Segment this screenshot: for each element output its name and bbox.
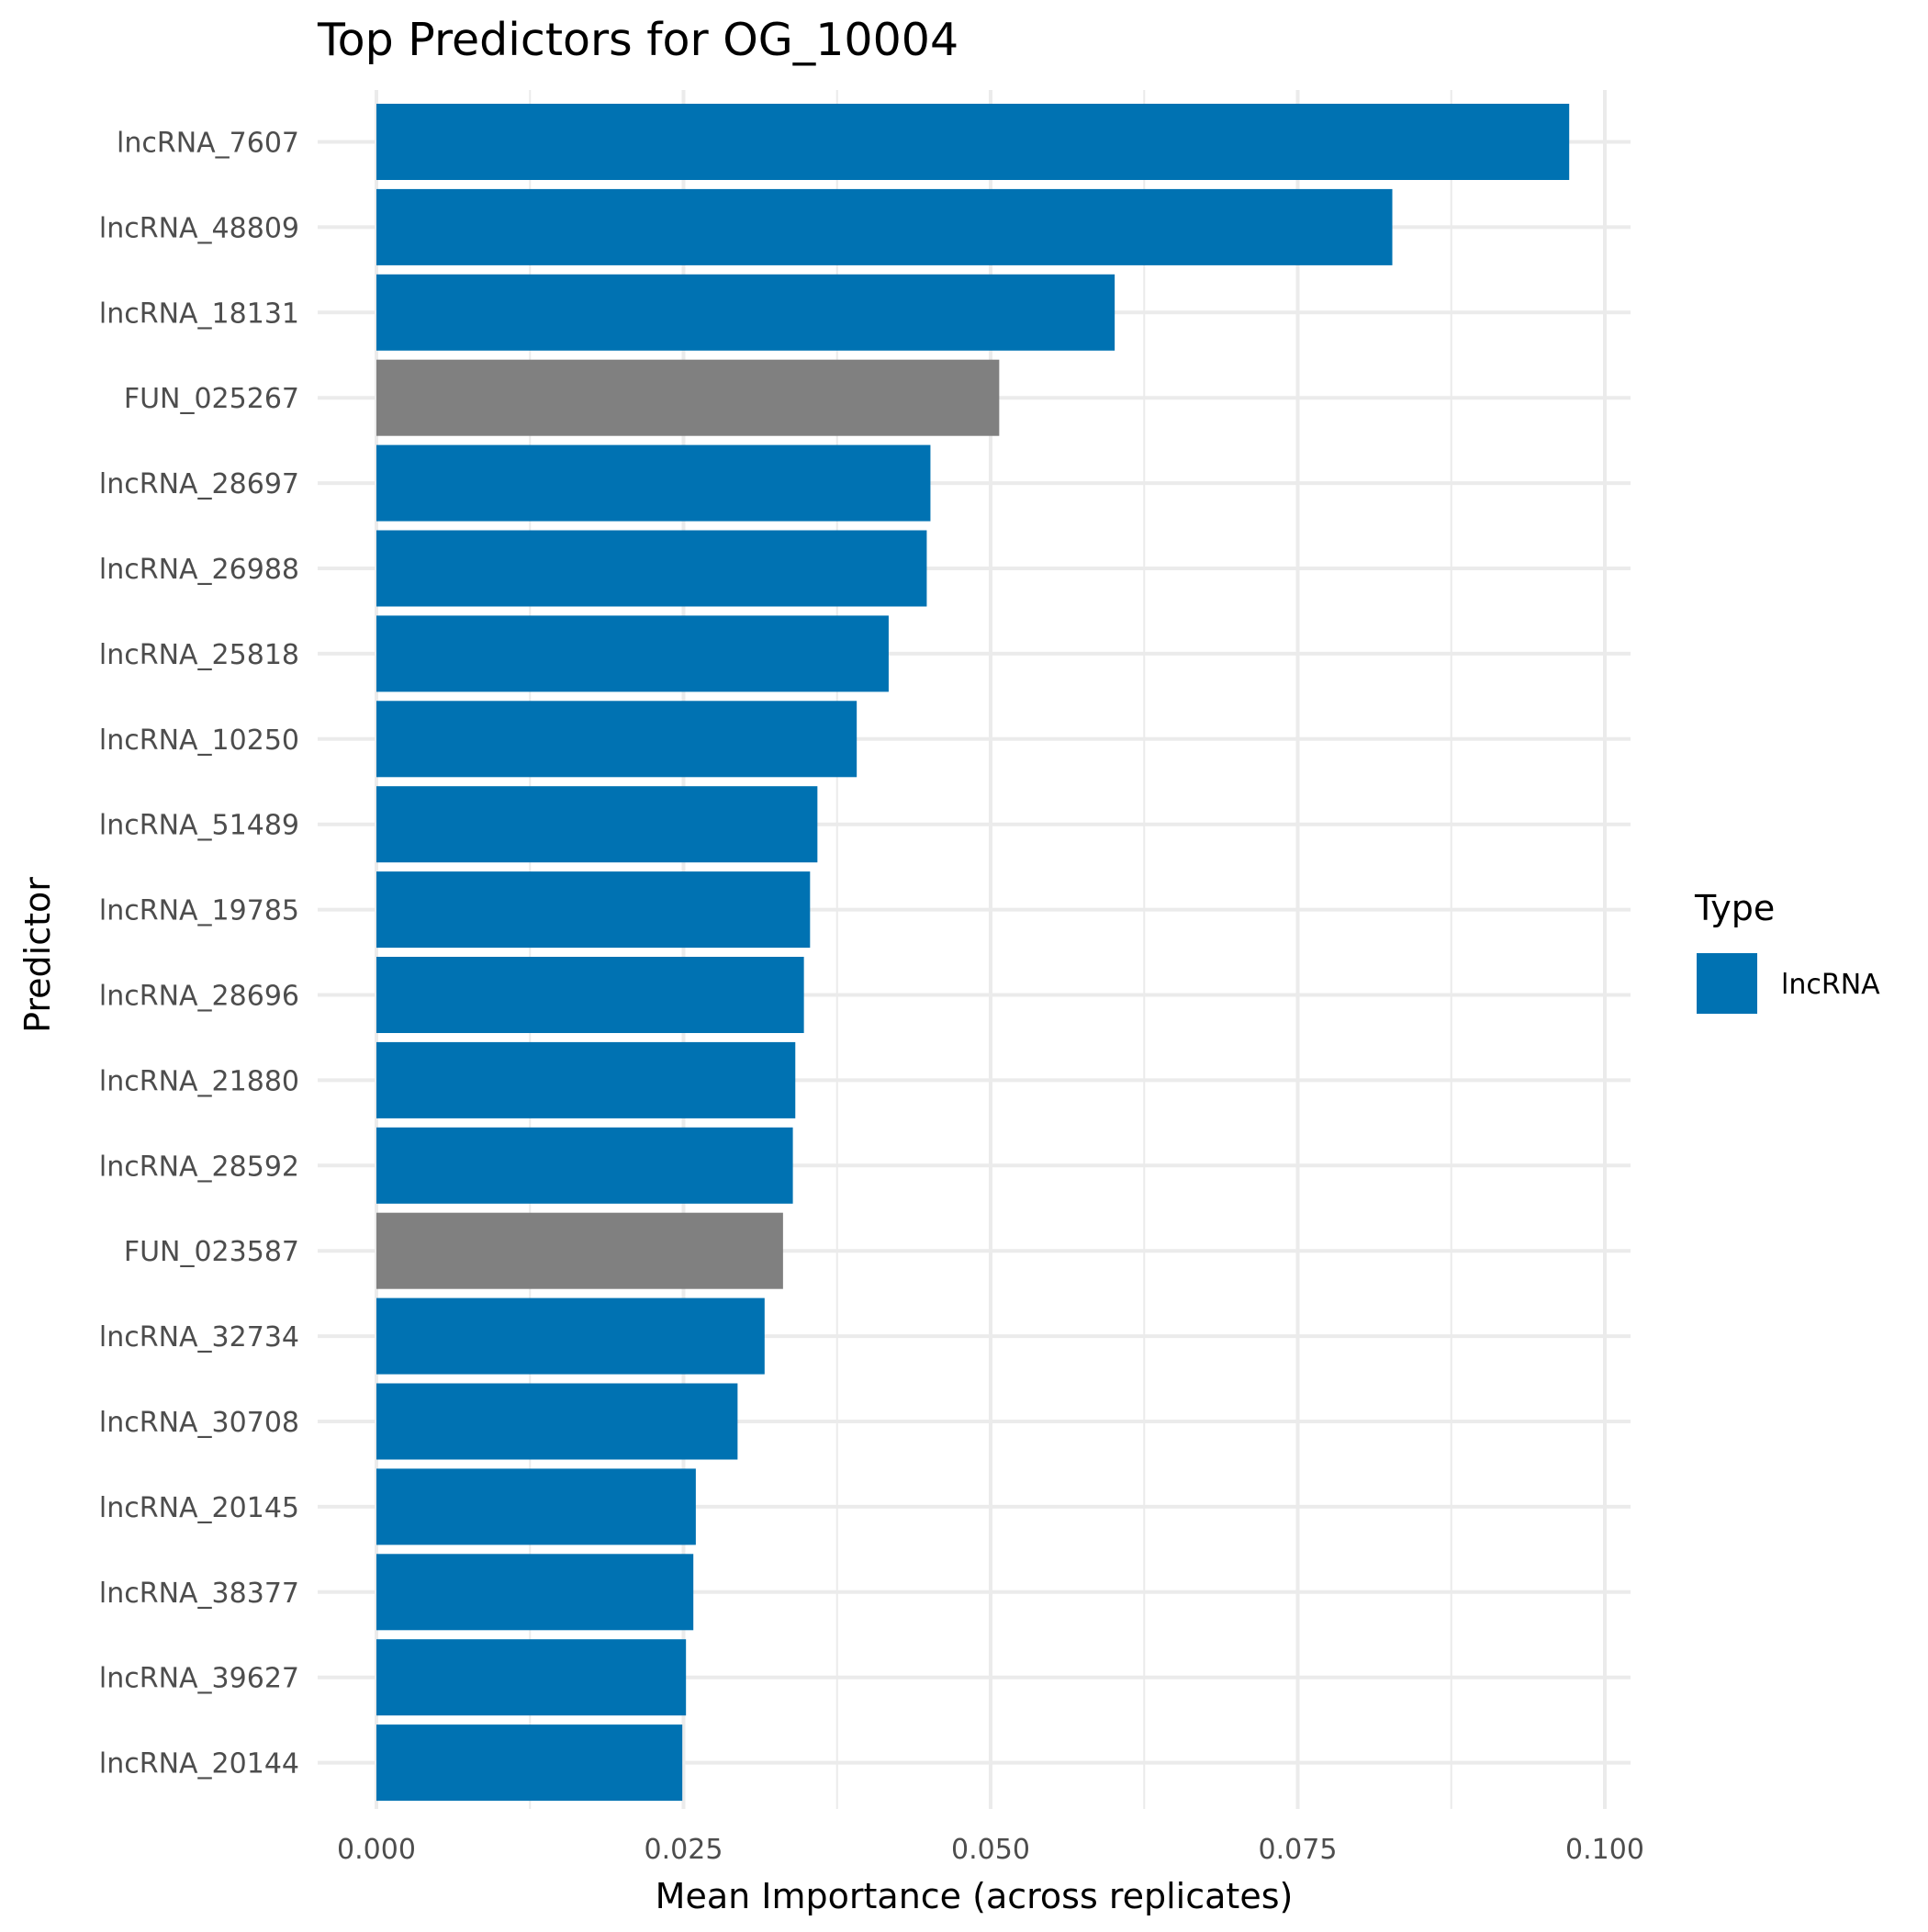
x-tick-label: 0.025 bbox=[645, 1834, 723, 1866]
y-tick-label: FUN_025267 bbox=[124, 383, 299, 415]
bar-lncrna_48809 bbox=[376, 188, 1393, 265]
bar-lncrna_28697 bbox=[376, 444, 931, 522]
y-tick-label: lncRNA_28696 bbox=[99, 981, 299, 1013]
bars bbox=[376, 104, 1570, 1802]
bar-lncrna_26988 bbox=[376, 530, 927, 607]
bar-lncrna_28592 bbox=[376, 1127, 793, 1204]
legend: Type lncRNA bbox=[1694, 888, 1880, 1014]
y-tick-label: lncRNA_25818 bbox=[99, 639, 299, 671]
y-tick-label: lncRNA_21880 bbox=[99, 1065, 299, 1097]
x-tick-label: 0.050 bbox=[951, 1834, 1030, 1866]
y-tick-label: lncRNA_28697 bbox=[99, 468, 299, 500]
x-axis-title: Mean Importance (across replicates) bbox=[656, 1876, 1294, 1916]
y-tick-label: lncRNA_7607 bbox=[117, 128, 299, 160]
bar-lncrna_30708 bbox=[376, 1383, 738, 1460]
y-tick-label: lncRNA_38377 bbox=[99, 1578, 299, 1610]
y-tick-label: lncRNA_18131 bbox=[99, 298, 299, 330]
y-tick-label: FUN_023587 bbox=[124, 1236, 299, 1268]
y-tick-label: lncRNA_30708 bbox=[99, 1407, 299, 1439]
y-tick-label: lncRNA_20145 bbox=[99, 1492, 299, 1524]
x-tick-label: 0.000 bbox=[337, 1834, 416, 1866]
y-tick-label: lncRNA_51489 bbox=[99, 810, 299, 842]
bar-lncrna_20144 bbox=[376, 1724, 683, 1802]
legend-swatch-lncrna bbox=[1697, 953, 1757, 1014]
y-tick-label: lncRNA_20144 bbox=[99, 1748, 299, 1780]
legend-title: Type bbox=[1694, 888, 1775, 928]
bar-lncrna_51489 bbox=[376, 786, 818, 863]
y-tick-labels: lncRNA_7607 lncRNA_48809 lncRNA_18131 FUN_0… bbox=[99, 128, 299, 1780]
x-tick-label: 0.100 bbox=[1565, 1834, 1644, 1866]
bar-lncrna_38377 bbox=[376, 1554, 694, 1631]
legend-label-lncrna: lncRNA bbox=[1781, 969, 1880, 1001]
y-tick-label: lncRNA_48809 bbox=[99, 212, 299, 244]
bar-lncrna_7607 bbox=[376, 104, 1570, 180]
y-tick-label: lncRNA_39627 bbox=[99, 1663, 299, 1695]
x-tick-label: 0.075 bbox=[1259, 1834, 1338, 1866]
bar-lncrna_21880 bbox=[376, 1041, 796, 1118]
y-axis-title: Predictor bbox=[17, 877, 58, 1033]
bar-lncrna_39627 bbox=[376, 1639, 687, 1716]
bar-lncrna_19785 bbox=[376, 871, 811, 949]
bar-lncrna_18131 bbox=[376, 274, 1115, 351]
y-tick-label: lncRNA_26988 bbox=[99, 554, 299, 586]
y-tick-label: lncRNA_32734 bbox=[99, 1321, 299, 1354]
bar-lncrna_32734 bbox=[376, 1297, 765, 1375]
y-tick-label: lncRNA_28592 bbox=[99, 1151, 299, 1183]
bar-lncrna_10250 bbox=[376, 701, 858, 778]
x-tick-labels: 0.000 0.025 0.050 0.075 0.100 bbox=[337, 1834, 1644, 1866]
bar-fun_025267 bbox=[376, 359, 1000, 436]
y-tick-label: lncRNA_10250 bbox=[99, 724, 299, 757]
bar-lncrna_25818 bbox=[376, 615, 889, 692]
chart-title: Top Predictors for OG_10004 bbox=[317, 14, 958, 66]
bar-lncrna_20145 bbox=[376, 1468, 696, 1545]
bar-lncrna_28696 bbox=[376, 957, 804, 1033]
bar-fun_023587 bbox=[376, 1212, 783, 1289]
y-tick-label: lncRNA_19785 bbox=[99, 895, 299, 927]
